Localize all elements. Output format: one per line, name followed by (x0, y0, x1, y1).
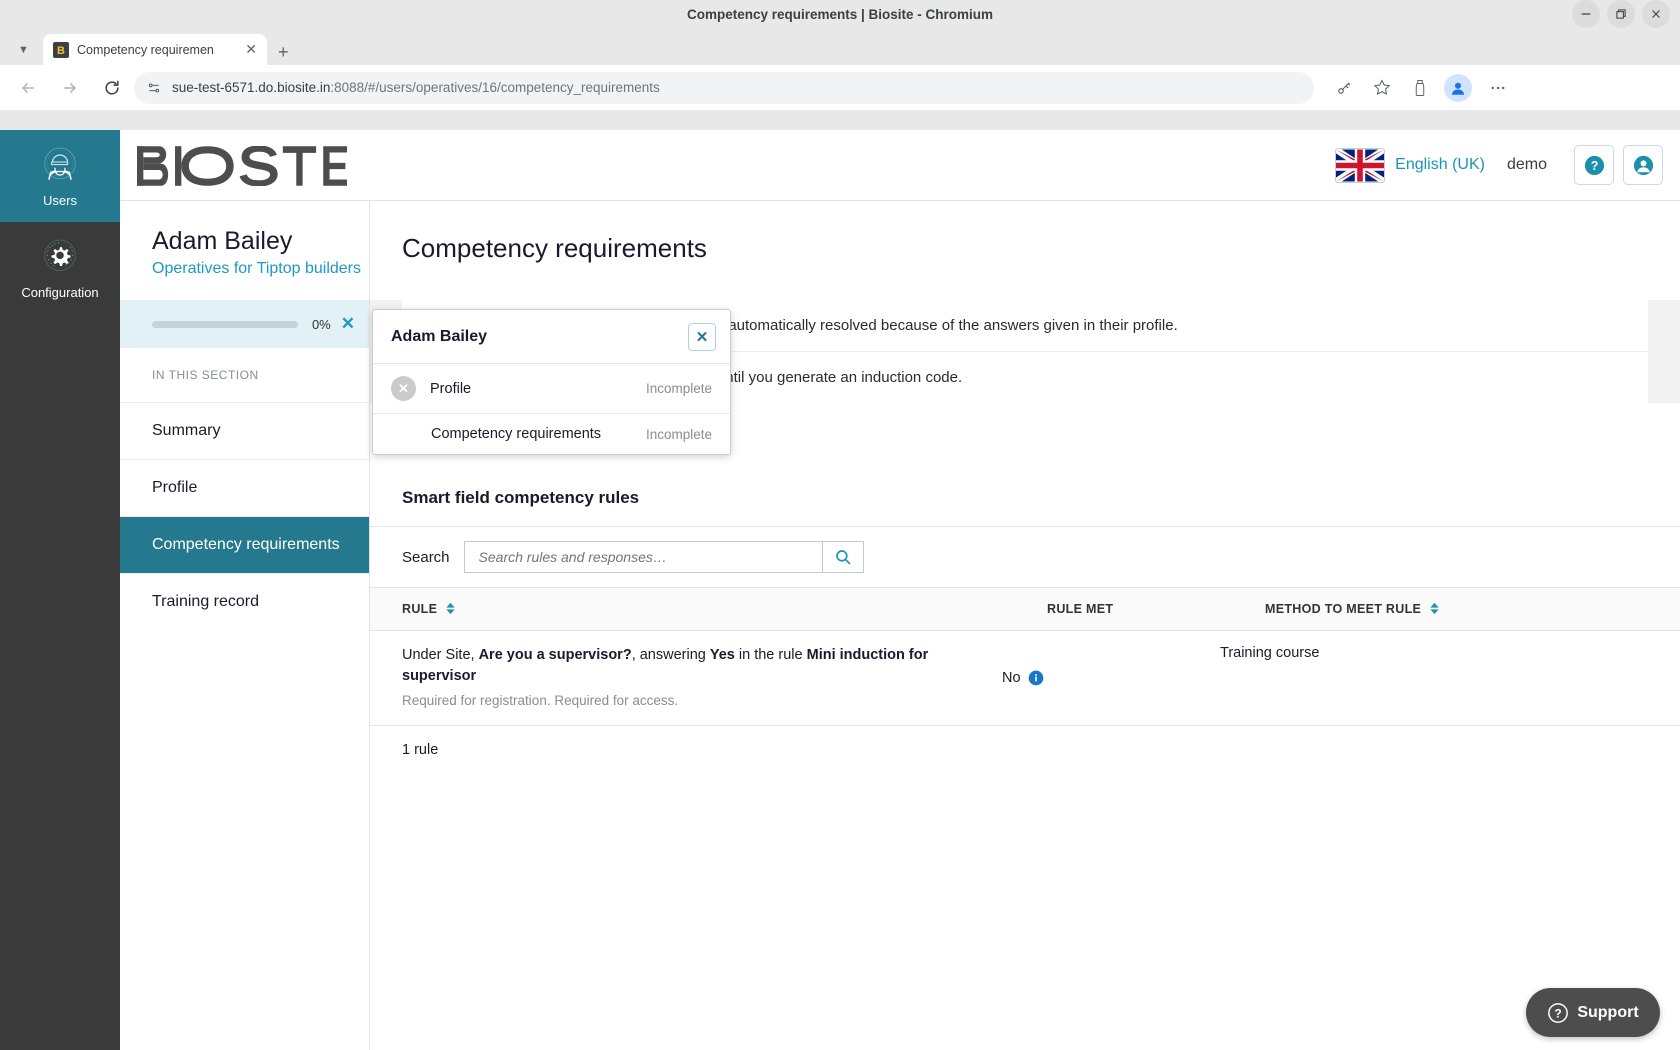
svg-text:B: B (57, 45, 65, 57)
svg-text:?: ? (1555, 1006, 1562, 1020)
svg-text:?: ? (1590, 159, 1598, 173)
